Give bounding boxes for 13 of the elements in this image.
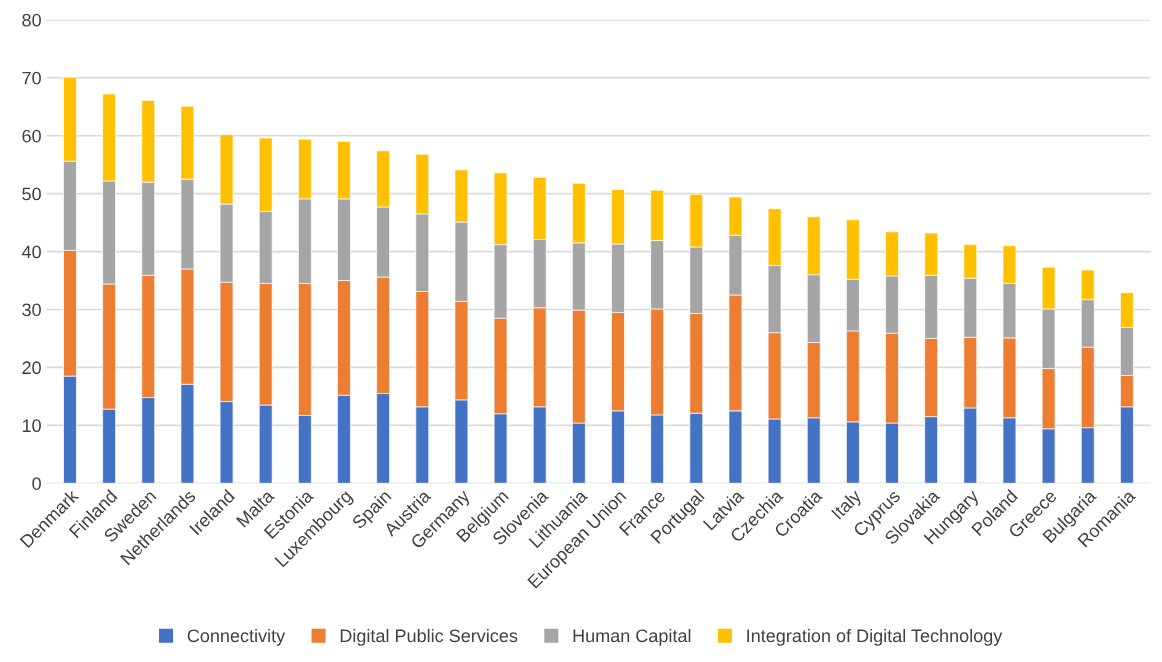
y-tick-label: 40 xyxy=(21,245,41,259)
legend-label: Connectivity xyxy=(187,628,286,646)
legend-label: Human Capital xyxy=(573,628,691,646)
y-tick-label: 10 xyxy=(22,419,41,433)
y-tick-label: 0 xyxy=(32,477,41,490)
y-tick-label: 50 xyxy=(22,187,41,201)
y-tick-label: 70 xyxy=(22,71,41,85)
y-tick-label: 20 xyxy=(22,361,41,375)
y-tick-label: 30 xyxy=(22,303,41,317)
y-tick-label: 60 xyxy=(22,129,41,143)
y-tick-label: 80 xyxy=(22,13,41,27)
legend-label: Integration of Digital Technology xyxy=(747,628,1003,646)
legend-label: Digital Public Services xyxy=(340,628,518,646)
